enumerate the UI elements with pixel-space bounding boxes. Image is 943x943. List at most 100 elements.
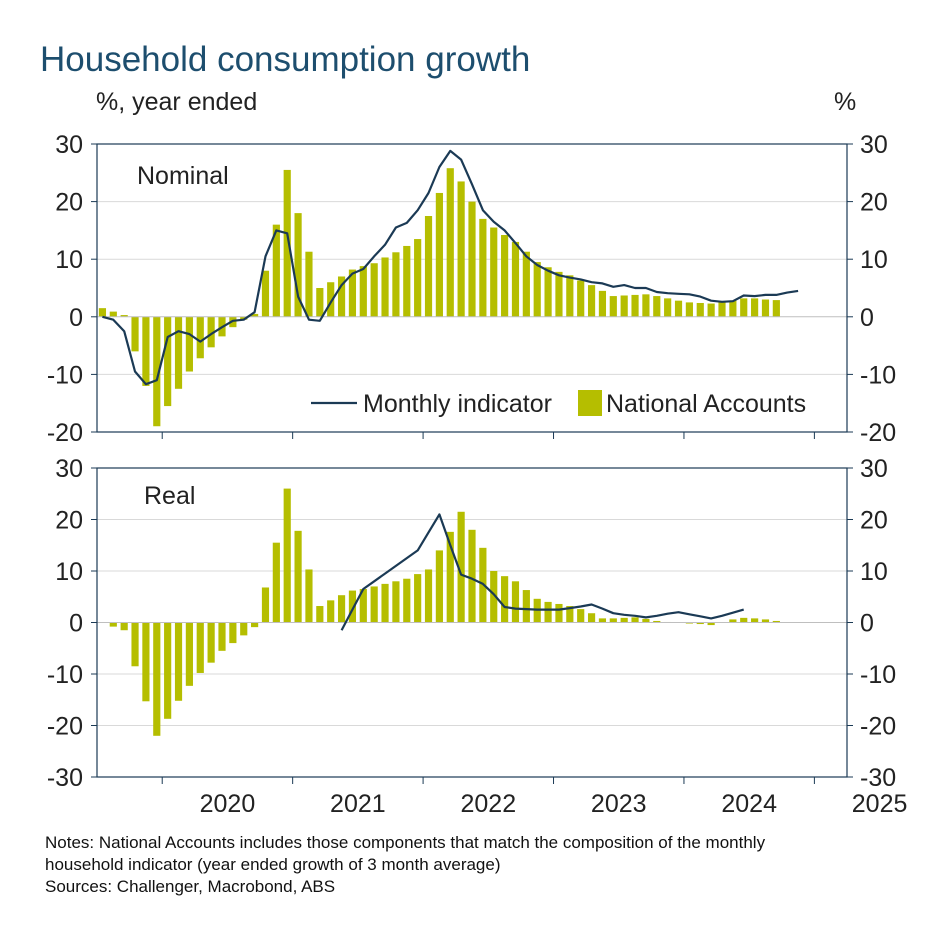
national-accounts-bar — [457, 181, 465, 317]
national-accounts-bar — [272, 224, 280, 317]
y-tick-label-left: -10 — [47, 661, 83, 689]
national-accounts-bar — [142, 622, 150, 702]
national-accounts-bar — [294, 530, 302, 623]
national-accounts-bar — [501, 576, 509, 623]
y-tick-label-left: 0 — [69, 610, 83, 638]
national-accounts-bar — [729, 619, 737, 623]
national-accounts-bar — [653, 296, 661, 317]
y-tick-label-right: 20 — [860, 507, 888, 535]
panel-label: Real — [144, 482, 195, 510]
national-accounts-bar — [674, 300, 683, 317]
national-accounts-bar — [609, 618, 617, 623]
x-tick-label: 2020 — [200, 790, 256, 818]
national-accounts-bar — [685, 622, 693, 624]
national-accounts-bar — [729, 300, 737, 317]
national-accounts-bar — [435, 550, 443, 623]
national-accounts-bar — [305, 569, 313, 623]
national-accounts-bar — [424, 569, 433, 623]
national-accounts-bar — [348, 269, 357, 317]
national-accounts-bar — [414, 574, 422, 623]
national-accounts-bar — [207, 622, 215, 663]
national-accounts-bar — [196, 622, 204, 673]
national-accounts-bar — [218, 622, 226, 651]
notes-line: household indicator (year ended growth o… — [45, 855, 501, 874]
legend-label-monthly-indicator: Monthly indicator — [363, 390, 552, 418]
y-tick-label-left: 0 — [69, 304, 83, 332]
y-axis-unit-right: % — [834, 88, 857, 116]
national-accounts-bar — [522, 251, 530, 317]
national-accounts-bar — [490, 571, 498, 623]
y-tick-label-right: 10 — [860, 558, 888, 586]
national-accounts-bar — [631, 294, 639, 317]
national-accounts-bar — [577, 609, 585, 623]
national-accounts-bar — [761, 619, 770, 623]
national-accounts-bar — [251, 313, 259, 317]
national-accounts-bar — [609, 296, 617, 317]
national-accounts-bar — [642, 294, 650, 317]
national-accounts-bar — [435, 192, 443, 317]
national-accounts-bar — [631, 617, 639, 623]
national-accounts-bar — [327, 282, 335, 317]
national-accounts-bar — [544, 267, 552, 317]
national-accounts-bar — [587, 613, 596, 623]
y-tick-label-right: -10 — [860, 661, 896, 689]
national-accounts-bar — [555, 603, 563, 623]
national-accounts-bar — [761, 299, 770, 317]
national-accounts-bar — [587, 285, 596, 317]
x-tick-label: 2021 — [330, 790, 386, 818]
national-accounts-bar — [642, 618, 650, 623]
national-accounts-bar — [446, 531, 454, 623]
national-accounts-bar — [446, 168, 454, 317]
notes: Notes: National Accounts includes those … — [45, 832, 915, 898]
y-tick-label-right: -20 — [860, 419, 896, 447]
national-accounts-bar — [566, 606, 574, 623]
national-accounts-bar — [185, 622, 193, 686]
national-accounts-bar — [185, 316, 193, 372]
y-tick-label-right: -10 — [860, 361, 896, 389]
y-tick-label-right: 0 — [860, 304, 874, 332]
national-accounts-bar — [403, 578, 411, 623]
national-accounts-bar — [131, 316, 139, 352]
national-accounts-bar — [316, 606, 324, 623]
national-accounts-bar — [370, 263, 378, 317]
national-accounts-bar — [664, 298, 672, 317]
national-accounts-bar — [522, 590, 530, 623]
national-accounts-bar — [707, 622, 715, 626]
y-tick-label-left: -10 — [47, 361, 83, 389]
national-accounts-bar — [555, 271, 563, 317]
monthly-indicator-line — [340, 513, 745, 631]
y-tick-label-left: -30 — [47, 764, 83, 792]
national-accounts-bar — [566, 275, 574, 317]
x-tick-label: 2025 — [852, 790, 908, 818]
national-accounts-bar — [620, 295, 628, 317]
monthly-indicator-line — [102, 149, 799, 386]
x-tick-label: 2023 — [591, 790, 647, 818]
national-accounts-bar — [598, 290, 607, 317]
y-tick-label-right: 30 — [860, 131, 888, 159]
national-accounts-bar — [457, 511, 465, 623]
y-tick-label-left: 10 — [55, 246, 83, 274]
national-accounts-bar — [490, 227, 498, 317]
national-accounts-bar — [120, 622, 128, 631]
national-accounts-bar — [696, 622, 704, 625]
national-accounts-bar — [240, 622, 248, 636]
y-tick-label-left: 10 — [55, 558, 83, 586]
national-accounts-bar — [294, 213, 302, 317]
y-tick-label-right: -20 — [860, 713, 896, 741]
y-tick-label-left: 20 — [55, 189, 83, 217]
national-accounts-bar — [403, 245, 411, 317]
national-accounts-bar — [468, 529, 476, 623]
panel-label: Nominal — [137, 162, 229, 190]
national-accounts-bar — [370, 586, 378, 623]
y-tick-label-right: 30 — [860, 455, 888, 483]
national-accounts-bar — [392, 252, 400, 317]
national-accounts-bar — [772, 300, 780, 317]
y-tick-label-left: 20 — [55, 507, 83, 535]
y-tick-label-left: -20 — [47, 419, 83, 447]
national-accounts-bar — [283, 169, 291, 317]
national-accounts-bar — [577, 280, 585, 317]
national-accounts-bar — [164, 316, 172, 407]
national-accounts-bar — [153, 316, 161, 427]
national-accounts-bar — [468, 201, 476, 317]
national-accounts-bar — [348, 590, 357, 623]
